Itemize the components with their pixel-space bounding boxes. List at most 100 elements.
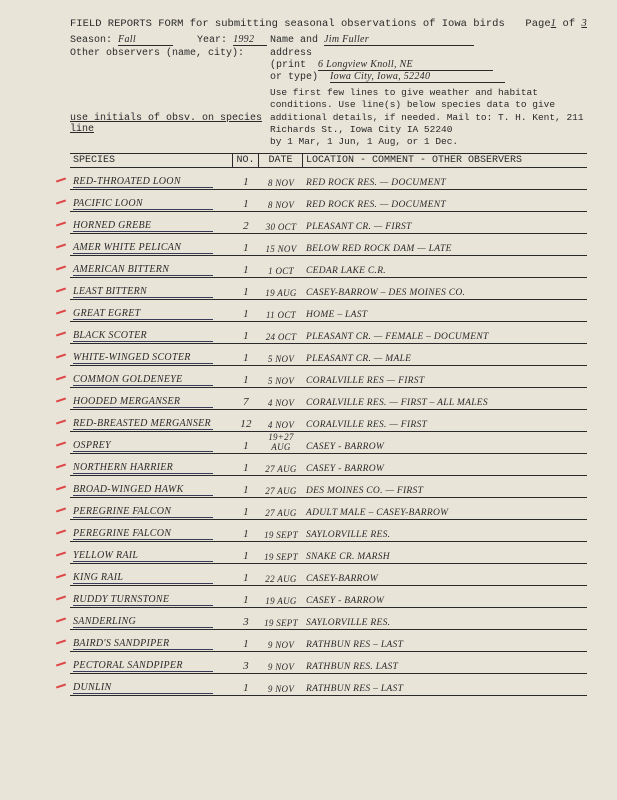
species-cell: Amer White Pelican	[70, 242, 233, 255]
check-mark	[56, 441, 66, 446]
location-cell: Saylorville Res.	[303, 530, 587, 541]
check-mark	[56, 243, 66, 248]
count-cell: 1	[233, 176, 259, 189]
species-cell: Sanderling	[70, 616, 233, 629]
name-label: Name and	[270, 35, 318, 46]
check-mark	[56, 573, 66, 578]
date-cell: 8 Nov	[259, 178, 303, 189]
species-cell: Common Goldeneye	[70, 374, 233, 387]
check-mark	[56, 485, 66, 490]
header-row-1: Season: Fall Year: 1992 Name and Jim Ful…	[70, 34, 587, 46]
check-mark	[56, 375, 66, 380]
species-cell: White-Winged Scoter	[70, 352, 233, 365]
check-mark	[56, 639, 66, 644]
table-row: Broad-Winged Hawk127 AugDes Moines Co. —…	[70, 476, 587, 498]
table-row: Horned Grebe230 OctPleasant Cr. — First	[70, 212, 587, 234]
name-value: Jim Fuller	[324, 34, 474, 46]
location-cell: Rathbun Res. Last	[303, 662, 587, 673]
date-cell: 5 Nov	[259, 376, 303, 387]
date-cell: 4 Nov	[259, 420, 303, 431]
other-obs-label: Other observers (name, city):	[70, 48, 244, 59]
location-cell: Coralville Res. — First	[303, 420, 587, 431]
check-mark	[56, 331, 66, 336]
addr-label: address	[270, 48, 312, 59]
species-cell: Least Bittern	[70, 286, 233, 299]
location-cell: Rathbun Res – Last	[303, 640, 587, 651]
check-mark	[56, 397, 66, 402]
check-mark	[56, 419, 66, 424]
location-cell: Snake Cr. Marsh	[303, 552, 587, 563]
table-row: Least Bittern119 AugCasey-Barrow – Des M…	[70, 278, 587, 300]
date-cell: 8 Nov	[259, 200, 303, 211]
check-mark	[56, 177, 66, 182]
table-row: Red-Breasted Merganser124 NovCoralville …	[70, 410, 587, 432]
location-cell: Cedar Lake C.R.	[303, 266, 587, 277]
count-cell: 1	[233, 550, 259, 563]
location-cell: Rathbun Res – Last	[303, 684, 587, 695]
count-cell: 1	[233, 308, 259, 321]
table-row: Sanderling319 SeptSaylorville Res.	[70, 608, 587, 630]
species-cell: Baird's Sandpiper	[70, 638, 233, 651]
check-mark	[56, 309, 66, 314]
species-cell: Great Egret	[70, 308, 233, 321]
species-cell: Black Scoter	[70, 330, 233, 343]
location-cell: Casey - Barrow	[303, 442, 587, 453]
species-cell: Pacific Loon	[70, 198, 233, 211]
species-cell: Hooded Merganser	[70, 396, 233, 409]
check-mark	[56, 661, 66, 666]
date-cell: 24 Oct	[259, 332, 303, 343]
location-cell: Red Rock Res. — Document	[303, 178, 587, 189]
table-row: Black Scoter124 OctPleasant Cr. — Female…	[70, 322, 587, 344]
header-row-3: use initials of obsv. on species line Us…	[70, 85, 587, 149]
location-cell: Saylorville Res.	[303, 618, 587, 629]
col-location: LOCATION - COMMENT - OTHER OBSERVERS	[303, 154, 587, 167]
location-cell: Coralville Res. — First – All Males	[303, 398, 587, 409]
location-cell: Casey - Barrow	[303, 464, 587, 475]
count-cell: 1	[233, 528, 259, 541]
count-cell: 1	[233, 352, 259, 365]
location-cell: Coralville Res — First	[303, 376, 587, 387]
initials-note: use initials of obsv. on species line	[70, 113, 262, 135]
count-cell: 1	[233, 484, 259, 497]
table-row: Red-Throated Loon18 NovRed Rock Res. — D…	[70, 168, 587, 190]
species-cell: Pectoral Sandpiper	[70, 660, 233, 673]
date-cell: 1 Oct	[259, 266, 303, 277]
col-no: NO.	[233, 154, 259, 167]
date-cell: 9 Nov	[259, 662, 303, 673]
header-row-2: Other observers (name, city): address (p…	[70, 48, 587, 83]
species-cell: King Rail	[70, 572, 233, 585]
count-cell: 1	[233, 374, 259, 387]
check-mark	[56, 287, 66, 292]
check-mark	[56, 617, 66, 622]
observation-rows: Red-Throated Loon18 NovRed Rock Res. — D…	[70, 168, 587, 696]
check-mark	[56, 595, 66, 600]
count-cell: 1	[233, 198, 259, 211]
column-headers: SPECIES NO. DATE LOCATION - COMMENT - OT…	[70, 153, 587, 168]
species-cell: Broad-Winged Hawk	[70, 484, 233, 497]
count-cell: 1	[233, 264, 259, 277]
date-cell: 27 Aug	[259, 464, 303, 475]
species-cell: American Bittern	[70, 264, 233, 277]
check-mark	[56, 551, 66, 556]
check-mark	[56, 221, 66, 226]
species-cell: Peregrine Falcon	[70, 506, 233, 519]
species-cell: Ruddy Turnstone	[70, 594, 233, 607]
check-mark	[56, 463, 66, 468]
date-cell: 19 Aug	[259, 288, 303, 299]
date-cell: 19+27 Aug	[259, 432, 303, 453]
table-row: Great Egret111 OctHome – Last	[70, 300, 587, 322]
table-row: Northern Harrier127 AugCasey - Barrow	[70, 454, 587, 476]
table-row: Peregrine Falcon119 SeptSaylorville Res.	[70, 520, 587, 542]
table-row: White-Winged Scoter15 NovPleasant Cr. — …	[70, 344, 587, 366]
count-cell: 2	[233, 220, 259, 233]
location-cell: Pleasant Cr. — Male	[303, 354, 587, 365]
location-cell: Casey - Barrow	[303, 596, 587, 607]
deadline-note: by 1 Mar, 1 Jun, 1 Aug, or 1 Dec.	[270, 136, 458, 147]
species-cell: Dunlin	[70, 682, 233, 695]
count-cell: 3	[233, 660, 259, 673]
date-cell: 19 Aug	[259, 596, 303, 607]
date-cell: 9 Nov	[259, 684, 303, 695]
date-cell: 19 Sept	[259, 618, 303, 629]
species-cell: Osprey	[70, 440, 233, 453]
species-cell: Peregrine Falcon	[70, 528, 233, 541]
